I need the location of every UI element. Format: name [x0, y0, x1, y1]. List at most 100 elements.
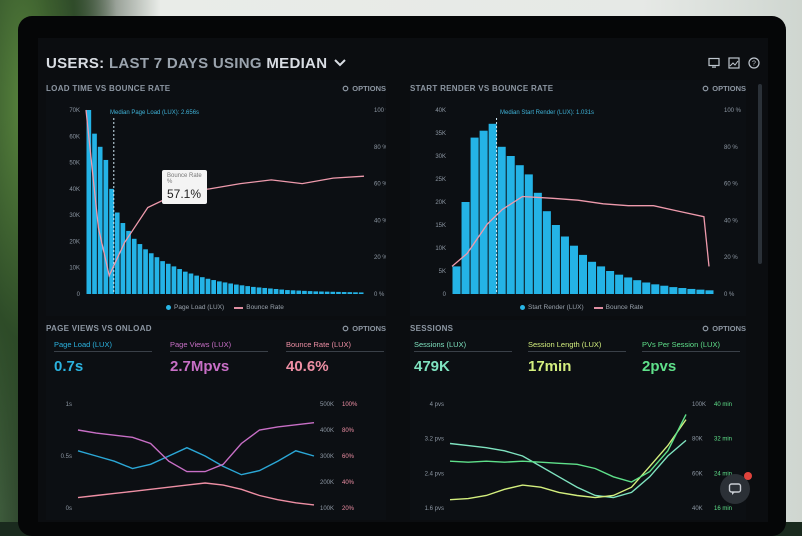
bar [696, 289, 705, 294]
header-icons: ? [708, 57, 760, 69]
bar [137, 244, 143, 294]
y-tick-label: 4 pvs [430, 402, 444, 408]
y-tick-label: 40K [69, 187, 80, 193]
panel-header: SESSIONS OPTIONS [410, 320, 746, 336]
options-button[interactable]: OPTIONS [342, 84, 386, 93]
image-icon[interactable] [728, 57, 740, 69]
panel-header: LOAD TIME VS BOUNCE RATE OPTIONS [46, 80, 386, 96]
metric-pvs-per-session[interactable]: PVs Per Session (LUX) 2pvs [642, 340, 740, 375]
bar [182, 271, 188, 294]
page-title[interactable]: USERS: LAST 7 DAYS USING MEDIAN [46, 55, 327, 72]
tooltip-sub: % [167, 179, 173, 185]
bar [497, 146, 506, 294]
options-label: OPTIONS [712, 323, 746, 333]
bar [524, 174, 533, 294]
bar [642, 282, 651, 294]
load-vs-bounce-panel: LOAD TIME VS BOUNCE RATE OPTIONS 70K 60K 5… [46, 80, 386, 316]
median-annotation: Median Start Render (LUX): 1.031s [500, 110, 595, 116]
bar [353, 292, 358, 294]
legend-item[interactable]: Bounce Rate [593, 304, 644, 311]
dashboard-header: USERS: LAST 7 DAYS USING MEDIAN ? [46, 52, 760, 74]
metric-label: Sessions (LUX) [414, 340, 512, 352]
y2-tick-label: 20 % [724, 255, 738, 261]
bar [239, 285, 245, 294]
y-tick-label: 20K [69, 239, 80, 245]
metric-page-views[interactable]: Page Views (LUX) 2.7Mpvs [170, 340, 268, 375]
desktop-icon[interactable] [708, 57, 720, 69]
metric-value: 40.6% [286, 358, 329, 375]
bar [624, 277, 633, 294]
bar [470, 137, 479, 294]
chat-button[interactable] [720, 472, 752, 504]
y2-tick-label: 100K [320, 506, 334, 512]
y-tick-label: 0.5s [61, 454, 72, 460]
y-tick-label: 1.6 pvs [425, 506, 444, 512]
options-label: OPTIONS [352, 323, 386, 333]
metric-page-load[interactable]: Page Load (LUX) 0.7s [54, 340, 152, 375]
scrollbar[interactable] [758, 84, 762, 264]
options-button[interactable]: OPTIONS [702, 84, 746, 93]
chevron-down-icon[interactable] [333, 56, 347, 70]
options-button[interactable]: OPTIONS [342, 324, 386, 333]
y3-tick-label: 60% [342, 454, 355, 460]
bar [160, 261, 165, 294]
metric-bounce-rate[interactable]: Bounce Rate (LUX) 40.6% [286, 340, 384, 375]
y2-tick-label: 20 % [374, 255, 386, 261]
y-tick-label: 15K [435, 223, 446, 229]
series-line [449, 439, 687, 499]
chart-legend: Page Load (LUX) Bounce Rate [166, 304, 284, 311]
metric-label: Session Length (LUX) [528, 340, 626, 352]
y2-tick-label: 40 % [724, 218, 738, 224]
y3-tick-label: 40% [342, 480, 355, 486]
metric-value: 2pvs [642, 358, 677, 375]
bar [126, 230, 131, 294]
bar [479, 130, 488, 294]
panel-title: START RENDER VS BOUNCE RATE [410, 83, 554, 93]
legend-label: Bounce Rate [605, 304, 644, 311]
legend-item[interactable]: Bounce Rate [234, 304, 284, 311]
bar [705, 290, 714, 294]
y2-tick-label: 60 % [374, 182, 386, 188]
panel-title: LOAD TIME VS BOUNCE RATE [46, 83, 171, 93]
y-tick-label: 0 [77, 292, 81, 298]
render-vs-bounce-panel: START RENDER VS BOUNCE RATE OPTIONS 40K 3… [410, 80, 746, 316]
bar [234, 284, 239, 294]
metric-value: 479K [414, 358, 450, 375]
legend-item[interactable]: Start Render (LUX) [520, 304, 584, 311]
notification-badge [744, 472, 752, 480]
median-annotation: Median Page Load (LUX): 2.656s [110, 110, 200, 116]
bar [222, 282, 228, 294]
y2-tick-label: 80K [692, 437, 703, 443]
panel-title: PAGE VIEWS VS ONLOAD [46, 323, 152, 333]
metric-sessions[interactable]: Sessions (LUX) 479K [414, 340, 512, 375]
bar [330, 291, 336, 294]
y3-tick-label: 100% [342, 402, 358, 408]
y2-tick-label: 80 % [374, 145, 386, 151]
bar [651, 284, 660, 294]
options-button[interactable]: OPTIONS [702, 324, 746, 333]
chart-legend: Start Render (LUX) Bounce Rate [520, 304, 643, 311]
help-icon[interactable]: ? [748, 57, 760, 69]
bar [228, 283, 234, 294]
y-tick-label: 1s [66, 402, 72, 408]
metric-session-length[interactable]: Session Length (LUX) 17min [528, 340, 626, 375]
bar [245, 286, 251, 294]
metric-value: 2.7Mpvs [170, 358, 230, 375]
bar [606, 271, 615, 294]
y2-tick-label: 100 % [724, 108, 742, 114]
y2-tick-label: 100K [692, 402, 706, 408]
y3-tick-label: 32 min [714, 437, 732, 443]
chat-icon [728, 483, 742, 495]
bar [154, 257, 160, 294]
gear-icon [342, 85, 349, 91]
bar [165, 263, 171, 294]
bar [211, 280, 216, 294]
bar [177, 269, 182, 294]
legend-item[interactable]: Page Load (LUX) [166, 304, 224, 311]
y2-tick-label: 40 % [374, 218, 386, 224]
bar [358, 292, 364, 294]
gear-icon [702, 85, 709, 91]
y-tick-label: 70K [69, 108, 80, 114]
bar [251, 286, 256, 294]
bar [120, 223, 126, 294]
